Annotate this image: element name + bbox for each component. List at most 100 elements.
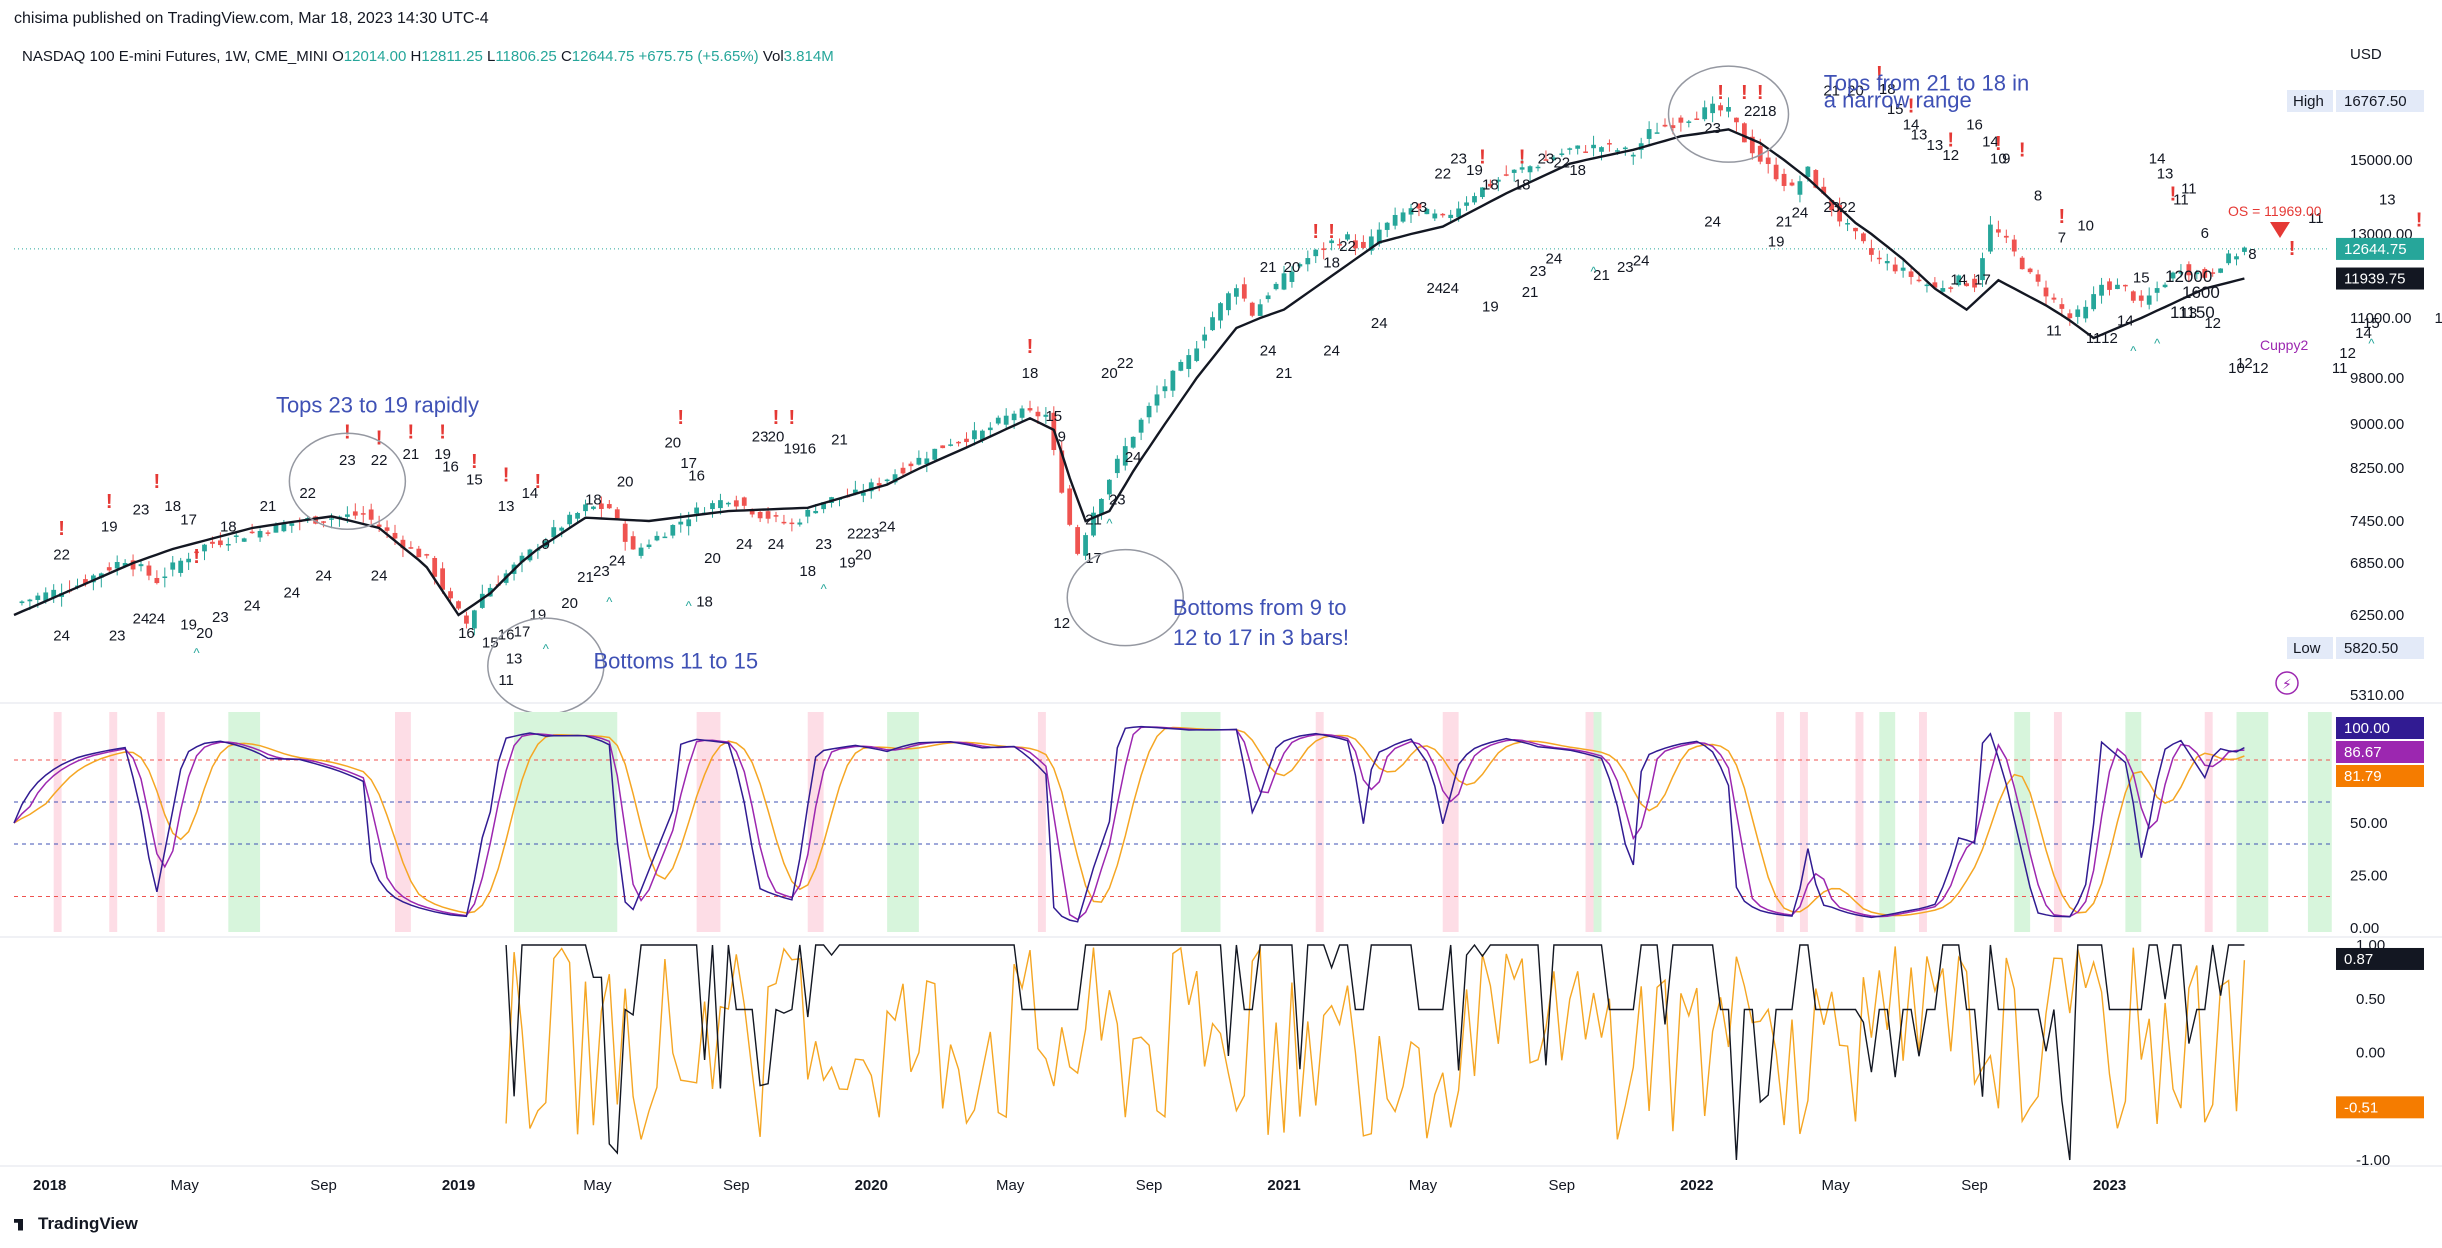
price-candle [368,509,374,520]
price-candle [1503,174,1509,176]
count-label: 14 [2149,151,2166,168]
price-candle [2099,284,2104,296]
price-candle [210,541,215,544]
price-candle [1988,224,1993,252]
price-candle [1154,394,1160,406]
count-label: 22 [1744,103,1761,120]
count-label: 18 [1482,177,1499,194]
stoch-red-band [395,712,411,932]
stoch-mid-line [13,726,2245,921]
count-label: 18 [1569,162,1586,179]
price-candle [1424,208,1430,215]
count-label: 13 [1911,127,1928,144]
price-candle [1591,144,1596,149]
count-label: 13 [1927,137,1944,154]
price-candle [90,575,96,583]
top-signal-mark: ! [1479,147,1486,169]
price-candle [964,438,969,443]
count-label: 24 [879,519,896,536]
highlight-circle [1066,548,1184,647]
annotation-text: Bottoms from 9 to [1173,595,1347,620]
time-axis-tick: 2020 [855,1177,888,1194]
price-candle [789,522,795,525]
price-candle [384,527,390,531]
price-candle [1630,154,1636,157]
corr-black-line [505,943,2245,1161]
price-candle [1646,129,1652,139]
price-axis-tick: 11000.00 [2350,310,2411,327]
price-candle [1360,241,1366,248]
price-candle [122,563,128,567]
bottom-signal-caret: ^ [194,646,201,661]
price-axis-tick: 9000.00 [2350,416,2404,433]
corr-axis-tick: -1.00 [2356,1152,2390,1169]
count-label: 18 [1514,177,1531,194]
price-candle [2075,309,2081,317]
count-label: 24 [1704,214,1721,231]
price-candle [19,601,25,604]
stoch-axis-tick: 25.00 [2350,868,2388,885]
time-axis-tick: Sep [723,1177,750,1194]
price-candle [273,523,279,533]
count-label: 21 [1522,284,1539,301]
price-candle [2178,272,2184,274]
time-axis-tick: May [583,1177,612,1194]
count-label: 12 [2204,315,2221,332]
count-label: 18 [220,519,237,536]
price-candle [1487,183,1493,187]
price-candle [1257,304,1263,316]
price-candle [2138,295,2144,301]
time-axis-tick: May [1821,1177,1850,1194]
price-candle [1726,107,1731,112]
high-value: 12811.25 [421,48,483,65]
stoch-red-band [2204,712,2213,932]
highlight-circle [288,432,407,530]
price-candle [813,510,819,514]
price-candle [2130,291,2136,301]
price-candle [686,519,692,527]
count-label: 24 [1125,449,1142,466]
price-candle [733,500,739,507]
price-candle [1805,166,1811,178]
price-candle [2194,272,2200,275]
price-candle [1075,527,1081,554]
tradingview-logo[interactable]: TradingView [14,1214,138,1234]
time-axis-tick: Sep [1548,1177,1575,1194]
price-candle [1416,203,1422,209]
price-candle [1162,386,1168,392]
corr-tag-value: -0.51 [2344,1099,2378,1116]
count-label: 23 [593,563,610,580]
count-label: 16 [442,458,459,475]
count-label: 15 [1045,408,1062,425]
price-candle [575,512,580,519]
count-label: 24 [149,611,166,628]
price-candle [2027,268,2033,273]
stoch-green-band [1180,712,1221,932]
price-candle [1797,181,1803,195]
price-candle [940,445,946,449]
price-candle [1368,236,1374,251]
count-label: 18 [585,491,602,508]
count-label: 12 [1942,147,1959,164]
time-axis-tick: 2018 [33,1177,66,1194]
price-candle [1535,166,1541,169]
annotation-text: a narrow range [1824,87,1972,112]
count-label: 23 [1109,491,1126,508]
count-label: 19 [180,616,197,633]
price-candle [1662,124,1668,127]
stoch-red-band [156,712,165,932]
top-signal-mark: ! [1757,82,1764,104]
price-candle [1765,157,1771,165]
price-candle [2170,272,2176,279]
count-label: 22 [1553,154,1570,171]
count-label: 12 [2236,355,2253,372]
price-tag-label-bg [2287,90,2333,112]
count-label: 20 [768,429,785,446]
price-candle [1773,164,1779,180]
side-label: 12000 [2165,267,2212,286]
symbol-name: NASDAQ 100 E-mini Futures, 1W, CME_MINI [22,48,328,65]
count-label: 11 [2173,191,2189,208]
price-axis-tick: 7450.00 [2350,513,2404,530]
count-label: 13 [498,498,515,515]
count-label: 17 [1085,550,1102,567]
